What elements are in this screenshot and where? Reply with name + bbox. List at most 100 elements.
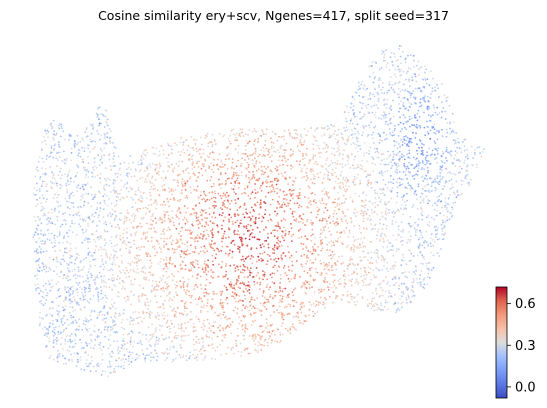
data-point xyxy=(69,338,71,341)
data-point xyxy=(238,248,241,251)
data-point xyxy=(129,241,131,244)
data-point xyxy=(253,157,256,160)
data-point xyxy=(329,215,331,217)
data-point xyxy=(206,318,209,321)
data-point xyxy=(98,164,101,167)
data-point xyxy=(300,263,303,266)
data-point xyxy=(47,211,50,214)
data-point xyxy=(220,173,223,176)
data-point xyxy=(52,323,54,325)
data-point xyxy=(157,288,159,291)
data-point xyxy=(337,177,340,180)
data-point xyxy=(376,147,378,150)
data-point xyxy=(130,330,133,333)
data-point xyxy=(396,191,399,194)
data-point xyxy=(101,258,104,261)
data-point xyxy=(233,213,236,216)
data-point xyxy=(257,137,260,140)
data-point xyxy=(177,184,179,187)
data-point xyxy=(173,198,176,201)
data-point xyxy=(119,277,121,280)
data-point xyxy=(436,177,439,180)
data-point xyxy=(396,195,399,198)
data-point xyxy=(96,208,98,211)
data-point xyxy=(300,242,303,245)
data-point xyxy=(158,150,161,153)
data-point xyxy=(204,225,206,228)
data-point xyxy=(332,281,335,283)
data-point xyxy=(302,155,304,157)
data-point xyxy=(390,108,393,111)
data-point xyxy=(121,279,124,282)
data-point xyxy=(381,174,384,177)
data-point xyxy=(446,202,449,205)
data-point xyxy=(419,274,422,276)
data-point xyxy=(148,279,150,282)
data-point xyxy=(103,178,106,180)
data-point xyxy=(103,115,105,117)
data-point xyxy=(421,218,423,221)
data-point xyxy=(146,152,149,154)
data-point xyxy=(197,219,200,222)
data-point xyxy=(395,153,398,156)
data-point xyxy=(141,349,144,352)
data-point xyxy=(266,278,268,280)
data-point xyxy=(364,204,367,207)
data-point xyxy=(322,217,324,220)
data-point xyxy=(341,162,344,165)
data-point xyxy=(192,147,194,149)
data-point xyxy=(257,168,260,171)
data-point xyxy=(236,334,239,337)
data-point xyxy=(362,87,365,90)
data-point xyxy=(306,281,309,284)
data-point xyxy=(140,270,143,273)
data-point xyxy=(300,168,303,170)
data-point xyxy=(350,153,353,156)
data-point xyxy=(285,205,288,208)
data-point xyxy=(225,273,228,276)
data-point xyxy=(216,314,219,317)
data-point xyxy=(356,245,359,248)
data-point xyxy=(165,243,168,246)
data-point xyxy=(189,146,192,149)
data-point xyxy=(164,281,167,283)
data-point xyxy=(56,360,59,363)
data-point xyxy=(200,326,203,329)
data-point xyxy=(149,274,152,276)
data-point xyxy=(179,253,182,256)
data-point xyxy=(125,231,128,234)
data-point xyxy=(179,154,182,157)
data-point xyxy=(197,227,200,229)
data-point xyxy=(421,160,424,163)
data-point xyxy=(208,199,211,201)
data-point xyxy=(82,231,85,234)
data-point xyxy=(230,216,233,219)
data-point xyxy=(325,163,327,165)
data-point xyxy=(268,213,271,216)
data-point xyxy=(166,353,169,355)
data-point xyxy=(342,274,345,277)
data-point xyxy=(174,286,177,289)
data-point xyxy=(320,288,323,291)
data-point xyxy=(209,282,212,284)
data-point xyxy=(74,319,77,322)
data-point xyxy=(395,311,398,314)
data-point xyxy=(109,363,111,365)
data-point xyxy=(400,282,403,285)
data-point xyxy=(189,351,191,354)
data-point xyxy=(183,340,185,342)
data-point xyxy=(401,153,403,156)
data-point xyxy=(38,287,41,290)
data-point xyxy=(132,323,135,326)
data-point xyxy=(74,300,77,303)
data-point xyxy=(365,175,368,178)
data-point xyxy=(103,266,106,268)
data-point xyxy=(115,199,118,202)
data-point xyxy=(231,177,233,180)
data-point xyxy=(354,155,356,158)
data-point xyxy=(93,146,96,149)
data-point xyxy=(154,345,156,347)
data-point xyxy=(279,240,282,243)
data-point xyxy=(236,279,238,281)
data-point xyxy=(208,322,211,325)
